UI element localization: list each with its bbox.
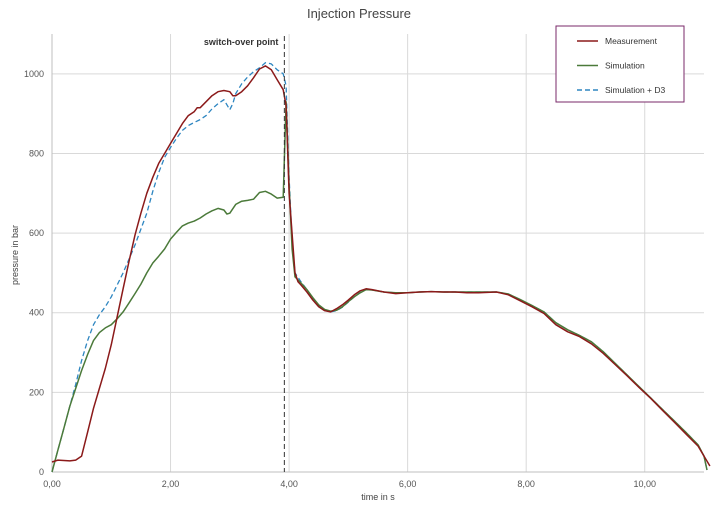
series-line-simulation bbox=[51, 100, 708, 473]
x-tick-label: 4,00 bbox=[280, 479, 298, 489]
legend-label: Simulation bbox=[605, 61, 645, 71]
series-lines bbox=[51, 62, 711, 473]
gridlines bbox=[52, 34, 704, 472]
series-line-measurement bbox=[51, 65, 711, 467]
chart-title: Injection Pressure bbox=[307, 6, 411, 21]
switch-over-annotation: switch-over point bbox=[204, 36, 285, 472]
legend-label: Simulation + D3 bbox=[605, 85, 666, 95]
legend-label: Measurement bbox=[605, 36, 658, 46]
x-tick-label: 0,00 bbox=[43, 479, 61, 489]
x-tick-label: 8,00 bbox=[517, 479, 535, 489]
y-axis-title: pressure in bar bbox=[10, 225, 20, 285]
y-tick-label: 0 bbox=[39, 467, 44, 477]
y-tick-label: 800 bbox=[29, 148, 44, 158]
y-tick-label: 200 bbox=[29, 387, 44, 397]
switch-over-label: switch-over point bbox=[204, 37, 279, 47]
x-tick-label: 2,00 bbox=[162, 479, 180, 489]
axes bbox=[51, 34, 704, 473]
y-tick-label: 1000 bbox=[24, 69, 44, 79]
y-tick-label: 600 bbox=[29, 228, 44, 238]
tick-labels: 0,00 2,00 4,00 6,00 8,00 10,00 0 200 400 600 800 10… bbox=[24, 69, 656, 489]
x-tick-label: 6,00 bbox=[399, 479, 417, 489]
y-tick-label: 400 bbox=[29, 308, 44, 318]
x-tick-label: 10,00 bbox=[633, 479, 656, 489]
legend: Measurement Simulation Simulation + D3 bbox=[555, 25, 685, 103]
x-axis-title: time in s bbox=[361, 492, 395, 502]
